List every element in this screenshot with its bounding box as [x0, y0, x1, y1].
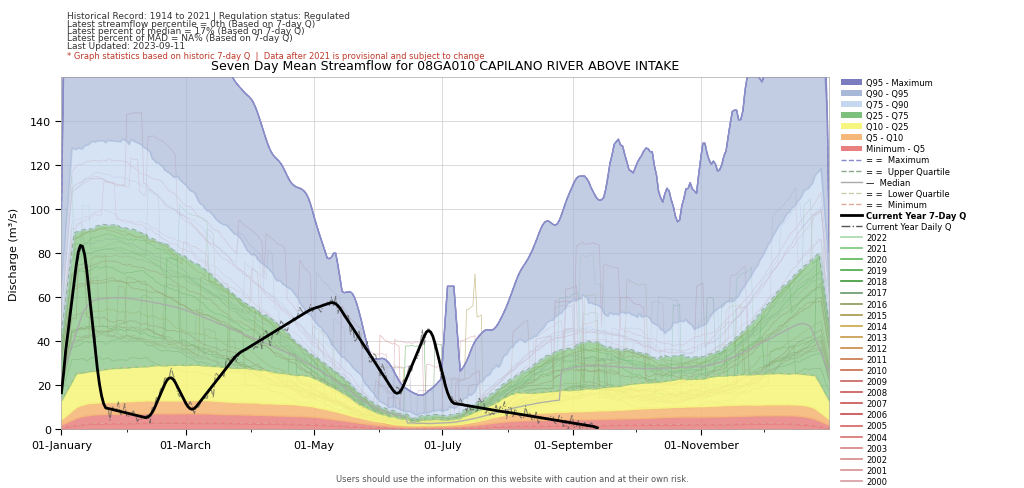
Y-axis label: Discharge (m³/s): Discharge (m³/s) — [9, 207, 19, 300]
Text: Latest streamflow percentile = 0th (Based on 7-day Q): Latest streamflow percentile = 0th (Base… — [67, 20, 314, 28]
Text: Latest percent of median = 17% (Based on 7-day Q): Latest percent of median = 17% (Based on… — [67, 27, 304, 36]
Text: Latest percent of MAD = NA% (Based on 7-day Q): Latest percent of MAD = NA% (Based on 7-… — [67, 34, 292, 43]
Text: Last Updated: 2023-09-11: Last Updated: 2023-09-11 — [67, 41, 184, 50]
Text: * Graph statistics based on historic 7-day Q  |  Data after 2021 is provisional : * Graph statistics based on historic 7-d… — [67, 52, 484, 61]
Text: Historical Record: 1914 to 2021 | Regulation status: Regulated: Historical Record: 1914 to 2021 | Regula… — [67, 12, 349, 21]
Text: Users should use the information on this website with caution and at their own r: Users should use the information on this… — [336, 474, 688, 483]
Title: Seven Day Mean Streamflow for 08GA010 CAPILANO RIVER ABOVE INTAKE: Seven Day Mean Streamflow for 08GA010 CA… — [211, 60, 680, 73]
Legend: Q95 - Maximum, Q90 - Q95, Q75 - Q90, Q25 - Q75, Q10 - Q25, Q5 - Q10, Minimum - Q: Q95 - Maximum, Q90 - Q95, Q75 - Q90, Q25… — [842, 79, 967, 488]
